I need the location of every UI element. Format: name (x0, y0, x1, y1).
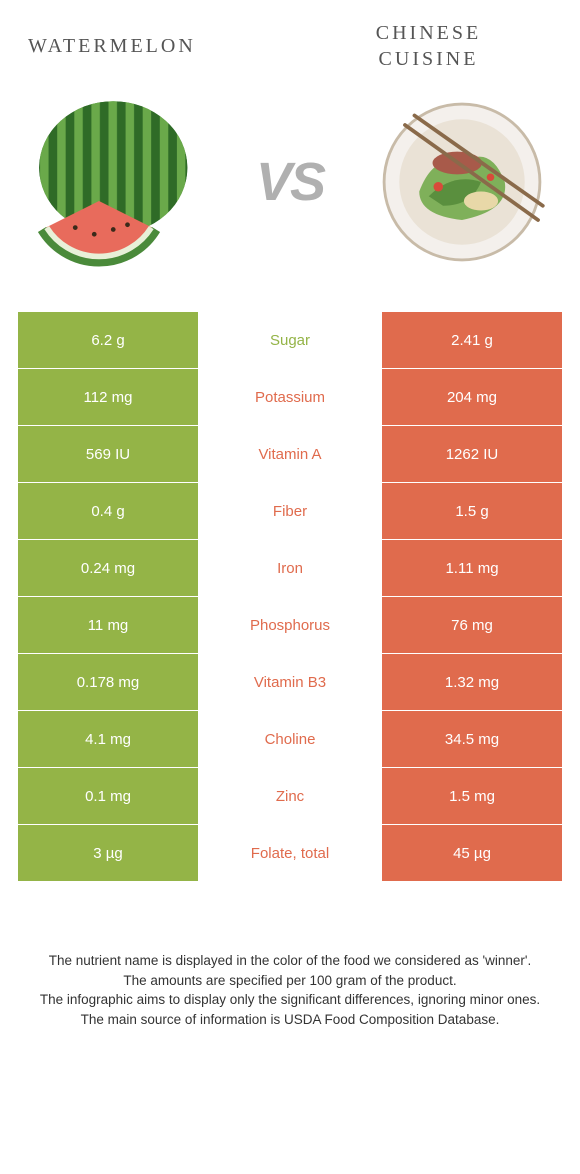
left-value-cell: 0.4 g (18, 483, 198, 539)
nutrient-label: Iron (198, 540, 382, 596)
right-value-cell: 34.5 mg (382, 711, 562, 767)
left-value-cell: 11 mg (18, 597, 198, 653)
nutrient-label: Sugar (198, 312, 382, 368)
table-row: 11 mgPhosphorus76 mg (18, 597, 562, 653)
right-value-cell: 2.41 g (382, 312, 562, 368)
table-row: 4.1 mgCholine34.5 mg (18, 711, 562, 767)
table-row: 0.24 mgIron1.11 mg (18, 540, 562, 596)
nutrient-label: Vitamin B3 (198, 654, 382, 710)
footer-line-2: The amounts are specified per 100 gram o… (28, 971, 552, 991)
left-value-cell: 6.2 g (18, 312, 198, 368)
right-value-cell: 1.11 mg (382, 540, 562, 596)
right-value-cell: 1.32 mg (382, 654, 562, 710)
nutrient-label: Choline (198, 711, 382, 767)
right-value-cell: 76 mg (382, 597, 562, 653)
left-food-title: WATERMELON (18, 35, 295, 58)
watermelon-icon (23, 87, 213, 277)
left-value-cell: 3 µg (18, 825, 198, 881)
right-value-cell: 1.5 mg (382, 768, 562, 824)
left-value-cell: 0.178 mg (18, 654, 198, 710)
footer-line-3: The infographic aims to display only the… (28, 990, 552, 1010)
nutrient-table: 6.2 gSugar2.41 g112 mgPotassium204 mg569… (18, 312, 562, 881)
table-row: 6.2 gSugar2.41 g (18, 312, 562, 368)
images-row: VS (18, 82, 562, 282)
left-value-cell: 0.1 mg (18, 768, 198, 824)
table-row: 0.4 gFiber1.5 g (18, 483, 562, 539)
header: WATERMELON CHINESE CUISINE (18, 20, 562, 72)
nutrient-label: Potassium (198, 369, 382, 425)
nutrient-label: Phosphorus (198, 597, 382, 653)
watermelon-image (18, 82, 218, 282)
left-value-cell: 4.1 mg (18, 711, 198, 767)
table-row: 3 µgFolate, total45 µg (18, 825, 562, 881)
table-row: 0.1 mgZinc1.5 mg (18, 768, 562, 824)
right-value-cell: 45 µg (382, 825, 562, 881)
left-value-cell: 0.24 mg (18, 540, 198, 596)
nutrient-label: Vitamin A (198, 426, 382, 482)
nutrient-label: Fiber (198, 483, 382, 539)
nutrient-label: Zinc (198, 768, 382, 824)
footer-line-4: The main source of information is USDA F… (28, 1010, 552, 1030)
left-value-cell: 112 mg (18, 369, 198, 425)
bowl-icon (367, 87, 557, 277)
right-food-title: CHINESE CUISINE (295, 20, 562, 72)
right-title-line1: CHINESE (376, 22, 481, 44)
table-row: 569 IUVitamin A1262 IU (18, 426, 562, 482)
table-row: 0.178 mgVitamin B31.32 mg (18, 654, 562, 710)
vs-label: VS (256, 151, 324, 213)
nutrient-label: Folate, total (198, 825, 382, 881)
right-value-cell: 1262 IU (382, 426, 562, 482)
left-value-cell: 569 IU (18, 426, 198, 482)
right-value-cell: 204 mg (382, 369, 562, 425)
right-title-line2: CUISINE (379, 48, 479, 70)
chinese-cuisine-image (362, 82, 562, 282)
footer-line-1: The nutrient name is displayed in the co… (28, 951, 552, 971)
footer-notes: The nutrient name is displayed in the co… (18, 951, 562, 1029)
right-value-cell: 1.5 g (382, 483, 562, 539)
table-row: 112 mgPotassium204 mg (18, 369, 562, 425)
